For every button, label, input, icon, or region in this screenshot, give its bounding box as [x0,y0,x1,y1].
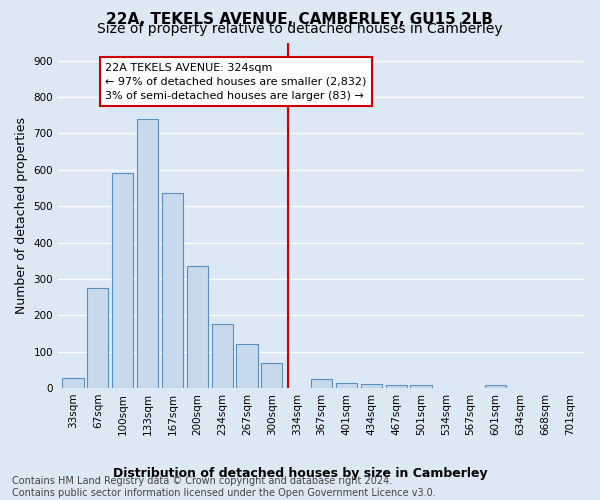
Bar [62,378,83,388]
Bar [410,385,431,388]
Text: Size of property relative to detached houses in Camberley: Size of property relative to detached ho… [97,22,503,36]
Bar [311,379,332,388]
Bar [187,266,208,388]
Bar [162,194,183,388]
Text: Contains HM Land Registry data © Crown copyright and database right 2024.
Contai: Contains HM Land Registry data © Crown c… [12,476,436,498]
Text: 22A, TEKELS AVENUE, CAMBERLEY, GU15 2LB: 22A, TEKELS AVENUE, CAMBERLEY, GU15 2LB [107,12,493,28]
Y-axis label: Number of detached properties: Number of detached properties [15,117,28,314]
Bar [386,385,407,388]
Bar [87,288,109,388]
Text: 22A TEKELS AVENUE: 324sqm
← 97% of detached houses are smaller (2,832)
3% of sem: 22A TEKELS AVENUE: 324sqm ← 97% of detac… [105,62,367,100]
Bar [261,364,283,388]
Bar [485,385,506,388]
Bar [112,174,133,388]
Bar [361,384,382,388]
Bar [236,344,257,388]
Text: Distribution of detached houses by size in Camberley: Distribution of detached houses by size … [113,468,487,480]
Bar [137,119,158,388]
Bar [212,324,233,388]
Bar [336,382,357,388]
